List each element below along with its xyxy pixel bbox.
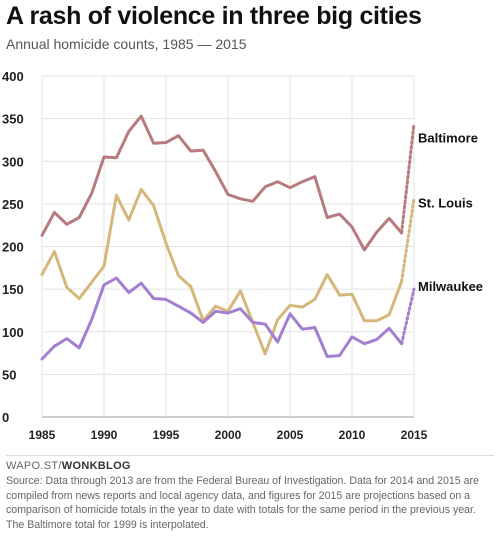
y-tick-label: 350 xyxy=(2,112,24,127)
source-note: Source: Data through 2013 are from the F… xyxy=(6,475,479,531)
series-line-baltimore xyxy=(40,114,404,252)
x-tick-label: 1985 xyxy=(29,428,56,442)
x-tick-label: 2015 xyxy=(401,428,428,442)
y-tick-label: 150 xyxy=(2,282,24,297)
projection-line xyxy=(400,287,416,346)
x-tick-label: 2010 xyxy=(339,428,366,442)
y-tick-label: 0 xyxy=(2,410,9,425)
chart-title: A rash of violence in three big cities xyxy=(6,2,422,30)
y-tick-label: 200 xyxy=(2,240,24,255)
series-label: St. Louis xyxy=(418,195,473,210)
x-tick-label: 2000 xyxy=(215,428,242,442)
line-chart: 0 50 100 150 200 250 300 350 400 1985 1990 1995 2000… xyxy=(2,69,483,442)
brand-suffix: WONKBLOG xyxy=(61,460,131,472)
source-brand: WAPO.ST/WONKBLOG xyxy=(6,460,131,472)
series-label: Milwaukee xyxy=(418,279,483,294)
y-tick-label: 100 xyxy=(2,325,24,340)
y-tick-label: 400 xyxy=(2,69,24,84)
series-line-st-louis xyxy=(40,187,404,356)
series-line-milwaukee xyxy=(40,276,404,361)
y-tick-label: 50 xyxy=(2,367,16,382)
chart-subtitle: Annual homicide counts, 1985 — 2015 xyxy=(6,36,247,52)
x-tick-label: 1995 xyxy=(153,428,180,442)
projection-line xyxy=(400,122,416,235)
x-tick-label: 2005 xyxy=(277,428,304,442)
series-label: Baltimore xyxy=(418,130,478,145)
brand-prefix: WAPO.ST/ xyxy=(6,460,62,472)
y-tick-label: 300 xyxy=(2,154,24,169)
projection-line xyxy=(400,197,416,283)
y-tick-label: 250 xyxy=(2,197,24,212)
x-tick-label: 1990 xyxy=(91,428,118,442)
footer-divider xyxy=(6,455,494,456)
